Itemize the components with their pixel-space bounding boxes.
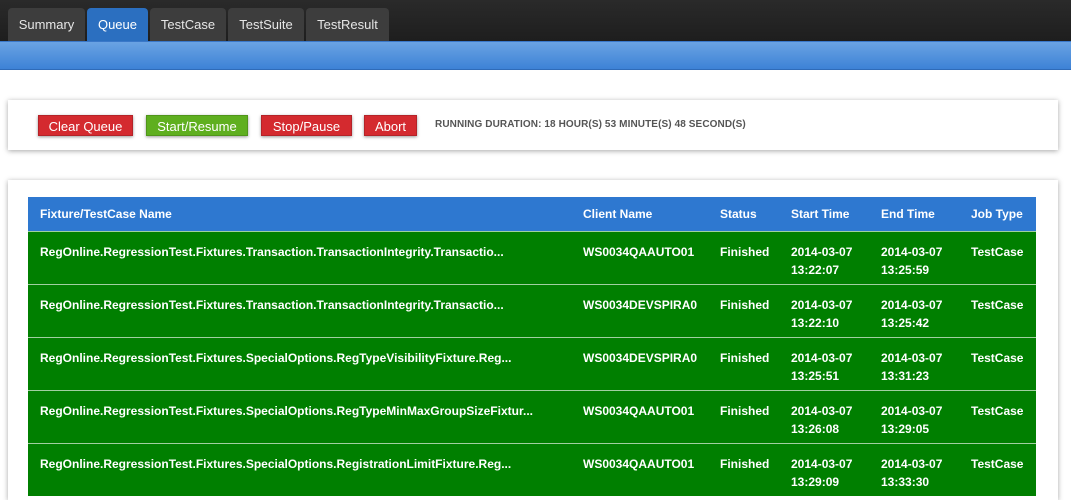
col-client[interactable]: Client Name xyxy=(571,197,708,231)
clear-queue-button[interactable]: Clear Queue xyxy=(38,115,133,136)
start-date: 2014-03-07 xyxy=(791,350,853,365)
cell-start: 2014-03-07 13:26:08 xyxy=(779,389,869,443)
cell-client: WS0034QAAUTO01 xyxy=(571,230,708,284)
cell-type: TestCase xyxy=(959,230,1036,284)
cell-start: 2014-03-07 13:22:10 xyxy=(779,283,869,337)
cell-name: RegOnline.RegressionTest.Fixtures.Specia… xyxy=(28,336,571,390)
cell-type: TestCase xyxy=(959,283,1036,337)
tab-queue[interactable]: Queue xyxy=(87,8,148,41)
cell-name: RegOnline.RegressionTest.Fixtures.Specia… xyxy=(28,389,571,443)
cell-end: 2014-03-07 13:25:59 xyxy=(869,230,959,284)
cell-status: Finished xyxy=(708,283,779,337)
cell-type: TestCase xyxy=(959,336,1036,390)
end-time: 13:25:59 xyxy=(881,262,930,277)
end-time: 13:25:42 xyxy=(881,315,930,330)
tab-bar: Summary Queue TestCase TestSuite TestRes… xyxy=(0,0,1071,41)
cell-type: TestCase xyxy=(959,442,1036,496)
cell-status: Finished xyxy=(708,389,779,443)
start-date: 2014-03-07 xyxy=(791,244,853,259)
tab-testcase[interactable]: TestCase xyxy=(150,8,226,41)
table-row[interactable]: RegOnline.RegressionTest.Fixtures.Transa… xyxy=(28,230,1036,284)
start-date: 2014-03-07 xyxy=(791,403,853,418)
end-date: 2014-03-07 xyxy=(881,244,943,259)
col-start[interactable]: Start Time xyxy=(779,197,869,231)
start-time: 13:25:51 xyxy=(791,368,840,383)
end-date: 2014-03-07 xyxy=(881,297,943,312)
cell-start: 2014-03-07 13:29:09 xyxy=(779,442,869,496)
cell-name: RegOnline.RegressionTest.Fixtures.Transa… xyxy=(28,230,571,284)
queue-table: Fixture/TestCase Name Client Name Status… xyxy=(28,197,1036,496)
cell-end: 2014-03-07 13:29:05 xyxy=(869,389,959,443)
col-status[interactable]: Status xyxy=(708,197,779,231)
cell-name: RegOnline.RegressionTest.Fixtures.Transa… xyxy=(28,283,571,337)
start-date: 2014-03-07 xyxy=(791,297,853,312)
start-date: 2014-03-07 xyxy=(791,456,853,471)
start-resume-button[interactable]: Start/Resume xyxy=(146,115,248,136)
start-time: 13:22:10 xyxy=(791,315,840,330)
cell-end: 2014-03-07 13:33:30 xyxy=(869,442,959,496)
tab-testresult[interactable]: TestResult xyxy=(306,8,389,41)
end-time: 13:33:30 xyxy=(881,474,930,489)
table-row[interactable]: RegOnline.RegressionTest.Fixtures.Transa… xyxy=(28,283,1036,337)
tab-summary[interactable]: Summary xyxy=(8,8,85,41)
cell-start: 2014-03-07 13:25:51 xyxy=(779,336,869,390)
end-date: 2014-03-07 xyxy=(881,456,943,471)
table-row[interactable]: RegOnline.RegressionTest.Fixtures.Specia… xyxy=(28,389,1036,443)
cell-name: RegOnline.RegressionTest.Fixtures.Specia… xyxy=(28,442,571,496)
table-row[interactable]: RegOnline.RegressionTest.Fixtures.Specia… xyxy=(28,442,1036,496)
end-time: 13:29:05 xyxy=(881,421,930,436)
table-row[interactable]: RegOnline.RegressionTest.Fixtures.Specia… xyxy=(28,336,1036,390)
stop-pause-button[interactable]: Stop/Pause xyxy=(261,115,352,136)
abort-button[interactable]: Abort xyxy=(364,115,417,136)
end-date: 2014-03-07 xyxy=(881,403,943,418)
header-band xyxy=(0,41,1071,70)
cell-client: WS0034DEVSPIRA0 xyxy=(571,336,708,390)
start-time: 13:29:09 xyxy=(791,474,840,489)
cell-status: Finished xyxy=(708,336,779,390)
end-date: 2014-03-07 xyxy=(881,350,943,365)
col-type[interactable]: Job Type xyxy=(959,197,1036,231)
start-time: 13:26:08 xyxy=(791,421,840,436)
queue-panel: Fixture/TestCase Name Client Name Status… xyxy=(8,180,1058,500)
queue-controls: Clear Queue Start/Resume Stop/Pause Abor… xyxy=(8,100,1058,150)
cell-type: TestCase xyxy=(959,389,1036,443)
cell-client: WS0034QAAUTO01 xyxy=(571,389,708,443)
end-time: 13:31:23 xyxy=(881,368,930,383)
cell-end: 2014-03-07 13:31:23 xyxy=(869,336,959,390)
start-time: 13:22:07 xyxy=(791,262,840,277)
running-duration: RUNNING DURATION: 18 HOUR(S) 53 MINUTE(S… xyxy=(435,119,746,130)
cell-status: Finished xyxy=(708,230,779,284)
col-name[interactable]: Fixture/TestCase Name xyxy=(28,197,571,231)
cell-end: 2014-03-07 13:25:42 xyxy=(869,283,959,337)
cell-client: WS0034DEVSPIRA0 xyxy=(571,283,708,337)
cell-client: WS0034QAAUTO01 xyxy=(571,442,708,496)
cell-status: Finished xyxy=(708,442,779,496)
col-end[interactable]: End Time xyxy=(869,197,959,231)
table-header: Fixture/TestCase Name Client Name Status… xyxy=(28,197,1036,231)
tab-testsuite[interactable]: TestSuite xyxy=(228,8,304,41)
cell-start: 2014-03-07 13:22:07 xyxy=(779,230,869,284)
